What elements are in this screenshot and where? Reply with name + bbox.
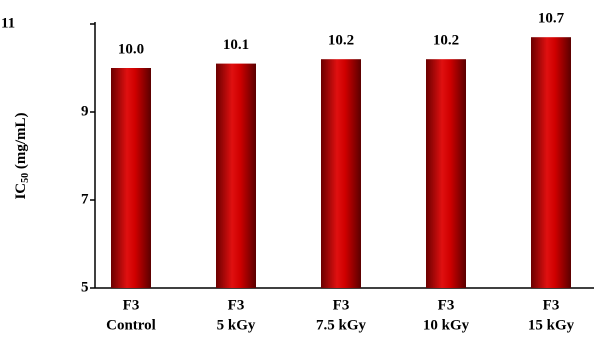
x-tick-label: 15 kGy bbox=[528, 317, 575, 333]
y-tick-label: 9 bbox=[81, 103, 89, 119]
value-label: 10.7 bbox=[538, 11, 565, 27]
value-label: 10.2 bbox=[328, 33, 354, 49]
value-label: 10.1 bbox=[223, 37, 249, 53]
value-label: 10.2 bbox=[433, 33, 459, 49]
bar bbox=[321, 59, 361, 289]
x-tick-label: F3 bbox=[438, 297, 455, 313]
bar bbox=[426, 59, 466, 289]
bar bbox=[216, 63, 256, 288]
y-tick-label: 5 bbox=[81, 279, 89, 295]
y-label-unit: (mg/mL) bbox=[13, 112, 29, 172]
x-tick-label: F3 bbox=[228, 297, 245, 313]
bar bbox=[531, 37, 571, 289]
y-label-sub: 50 bbox=[20, 173, 31, 183]
y-label-main: IC bbox=[13, 183, 29, 200]
x-tick-label: 7.5 kGy bbox=[316, 317, 367, 333]
y-tick-label: 11 bbox=[1, 15, 15, 31]
x-tick-label: 10 kGy bbox=[423, 317, 470, 333]
bar bbox=[111, 68, 151, 288]
x-tick-label: F3 bbox=[333, 297, 350, 313]
x-tick-label: Control bbox=[106, 317, 156, 333]
value-label: 10.0 bbox=[118, 41, 144, 57]
y-tick-label: 7 bbox=[81, 191, 89, 207]
x-tick-label: F3 bbox=[123, 297, 140, 313]
x-tick-label: 5 kGy bbox=[217, 317, 256, 333]
y-axis-label: IC50 (mg/mL) bbox=[13, 112, 31, 199]
x-tick-label: F3 bbox=[543, 297, 560, 313]
